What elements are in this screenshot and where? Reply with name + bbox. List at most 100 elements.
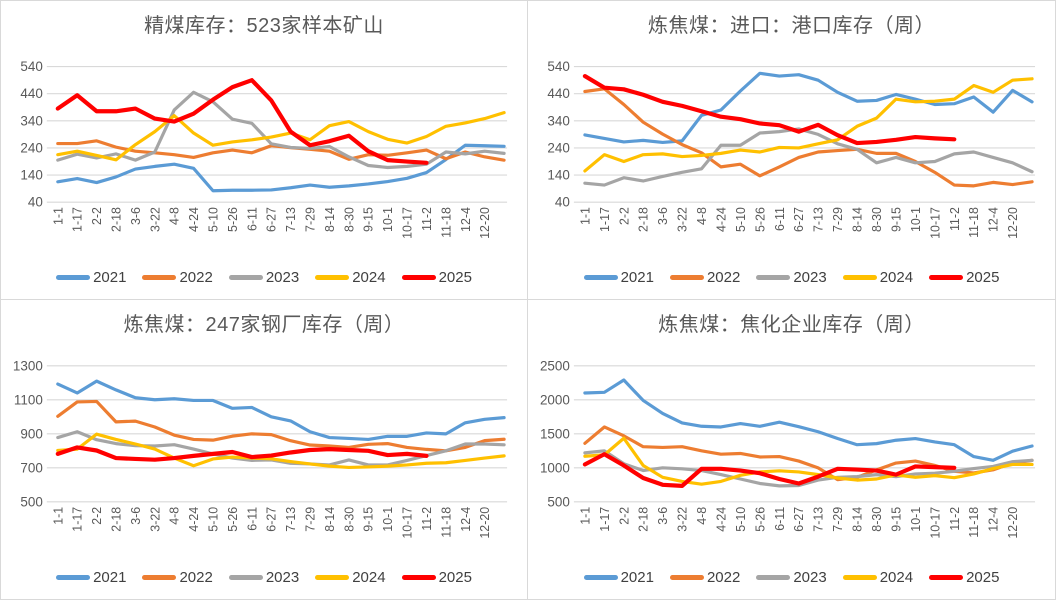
legend-item-2021: 2021 xyxy=(583,569,654,586)
y-axis-tick-label: 340 xyxy=(547,113,569,128)
legend-swatch-2022 xyxy=(142,275,177,280)
x-axis-tick-label: 4-24 xyxy=(714,207,728,232)
chart-legend: 2021 2022 2023 2024 2025 xyxy=(528,269,1055,286)
x-axis-tick-label: 1-17 xyxy=(71,207,85,232)
x-axis-tick-label: 10-1 xyxy=(381,207,395,232)
x-axis-tick-label: 2-2 xyxy=(617,207,631,225)
y-axis-tick-label: 440 xyxy=(547,86,569,101)
x-axis-tick-label: 12-20 xyxy=(1006,507,1020,539)
legend-swatch-2021 xyxy=(56,575,91,580)
x-axis-tick-label: 10-1 xyxy=(909,207,923,232)
x-axis-tick-label: 10-17 xyxy=(928,507,942,539)
series-line-2022 xyxy=(56,399,506,453)
x-axis-tick-label: 6-27 xyxy=(265,207,279,232)
x-axis-tick-label: 11-18 xyxy=(967,507,981,538)
y-axis-tick-label: 500 xyxy=(20,494,42,509)
x-axis-tick-label: 12-4 xyxy=(987,207,1001,232)
legend-label: 2023 xyxy=(793,269,827,286)
legend-item-2024: 2024 xyxy=(315,569,386,586)
legend-label: 2025 xyxy=(966,569,1000,586)
x-axis-tick-label: 5-10 xyxy=(734,507,748,532)
line-chart: 540 440 340 240 140 40 1-1 1-17 2-2 2-18 3-6 3-22 4-… xyxy=(547,59,1036,239)
line-chart: 1300 1100 900 700 500 1-1 1-17 2-2 2-18 3-6 3-22 4-… xyxy=(13,358,508,539)
x-axis-tick-label: 6-11 xyxy=(245,207,259,231)
x-axis-tick-label: 11-2 xyxy=(420,207,434,231)
x-axis-tick-label: 2-2 xyxy=(617,507,631,525)
x-axis-tick-label: 12-20 xyxy=(478,207,492,239)
chart-legend: 2021 2022 2023 2024 2025 xyxy=(528,569,1055,586)
legend-label: 2022 xyxy=(179,569,213,586)
x-axis-tick-label: 3-22 xyxy=(676,207,690,232)
y-axis-tick-label: 2000 xyxy=(540,392,570,407)
legend-swatch-2023 xyxy=(756,275,791,280)
x-axis-tick-label: 2-18 xyxy=(109,507,123,532)
x-axis-tick-label: 5-26 xyxy=(226,207,240,232)
x-axis-tick-label: 8-14 xyxy=(851,507,865,532)
y-axis-tick-label: 540 xyxy=(20,59,42,74)
y-axis-tick-label: 1000 xyxy=(540,460,570,475)
chart-title: 炼焦煤：焦化企业库存（周） xyxy=(658,314,925,336)
legend-item-2024: 2024 xyxy=(315,269,386,286)
x-axis-tick-label: 3-6 xyxy=(656,207,670,225)
x-axis-tick-label: 1-1 xyxy=(578,507,592,525)
legend-item-2022: 2022 xyxy=(669,569,740,586)
x-axis-tick-label: 5-26 xyxy=(753,507,767,532)
x-axis-tick-label: 1-17 xyxy=(598,507,612,532)
x-axis-tick-label: 8-14 xyxy=(851,207,865,232)
legend-swatch-2024 xyxy=(315,275,350,280)
y-axis-tick-label: 540 xyxy=(547,59,569,74)
legend-item-2025: 2025 xyxy=(401,569,472,586)
legend-label: 2022 xyxy=(706,269,741,286)
x-axis-tick-label: 12-20 xyxy=(1006,207,1020,239)
legend-item-2023: 2023 xyxy=(228,269,300,286)
chart-title: 炼焦煤：进口：港口库存（周） xyxy=(648,15,935,37)
x-axis-tick-label: 4-8 xyxy=(695,207,709,225)
x-axis-tick-label: 4-8 xyxy=(168,207,182,225)
legend-item-2023: 2023 xyxy=(228,569,299,586)
y-axis-tick-label: 700 xyxy=(20,460,42,475)
x-axis-tick-label: 11-18 xyxy=(439,507,453,538)
x-axis-tick-label: 6-27 xyxy=(792,507,806,532)
series-line-2023 xyxy=(56,90,506,170)
legend-swatch-2022 xyxy=(142,575,177,580)
x-axis-tick-label: 7-13 xyxy=(284,507,298,532)
x-axis-tick-label: 7-29 xyxy=(831,507,845,532)
x-axis-tick-label: 3-22 xyxy=(148,207,162,232)
legend-swatch-2024 xyxy=(842,575,877,580)
chart-panel-coking-plant-inventory: 炼焦煤：焦化企业库存（周） 2500 2000 1500 1000 500 1-1 1-17… xyxy=(528,300,1055,599)
legend-swatch-2024 xyxy=(315,575,350,580)
legend-swatch-2025 xyxy=(929,275,964,280)
chart-legend: 2021 2022 2023 2024 2025 xyxy=(1,569,527,586)
x-axis-tick-label: 5-10 xyxy=(207,507,221,532)
y-axis-tick-label: 340 xyxy=(20,113,42,128)
legend-swatch-2023 xyxy=(228,275,263,280)
x-axis-tick-label: 1-1 xyxy=(51,507,65,525)
x-axis-tick-label: 1-1 xyxy=(51,207,65,225)
legend-label: 2023 xyxy=(793,569,827,586)
x-axis-tick-label: 3-22 xyxy=(148,507,162,532)
x-axis-tick-label: 6-27 xyxy=(792,207,806,232)
y-axis-tick-label: 240 xyxy=(547,140,569,155)
x-axis-tick-label: 8-14 xyxy=(323,507,337,532)
chart-title: 炼焦煤：247家钢厂库存（周） xyxy=(123,314,405,336)
legend-item-2021: 2021 xyxy=(583,269,654,286)
legend-swatch-2021 xyxy=(583,575,618,580)
legend-item-2021: 2021 xyxy=(56,569,126,586)
legend-label: 2024 xyxy=(352,269,386,286)
legend-swatch-2021 xyxy=(56,275,91,280)
series-line-2025 xyxy=(582,74,957,146)
series-line-2021 xyxy=(583,71,1034,145)
series-line-2023 xyxy=(583,449,1034,488)
y-axis-tick-label: 500 xyxy=(547,494,569,509)
x-axis-tick-label: 11-2 xyxy=(948,207,962,231)
legend-swatch-2025 xyxy=(401,275,436,280)
legend-label: 2023 xyxy=(265,269,300,286)
x-axis-tick-label: 12-4 xyxy=(459,507,473,532)
legend-label: 2025 xyxy=(438,269,472,286)
legend-swatch-2023 xyxy=(228,575,263,580)
series-line-2025 xyxy=(55,445,429,462)
line-chart: 540 440 340 240 140 40 1-1 1-17 2-2 2-18 3-6 3-22 4-… xyxy=(20,59,508,239)
y-axis-tick-label: 900 xyxy=(20,426,42,441)
x-axis-tick-label: 10-17 xyxy=(401,507,415,539)
